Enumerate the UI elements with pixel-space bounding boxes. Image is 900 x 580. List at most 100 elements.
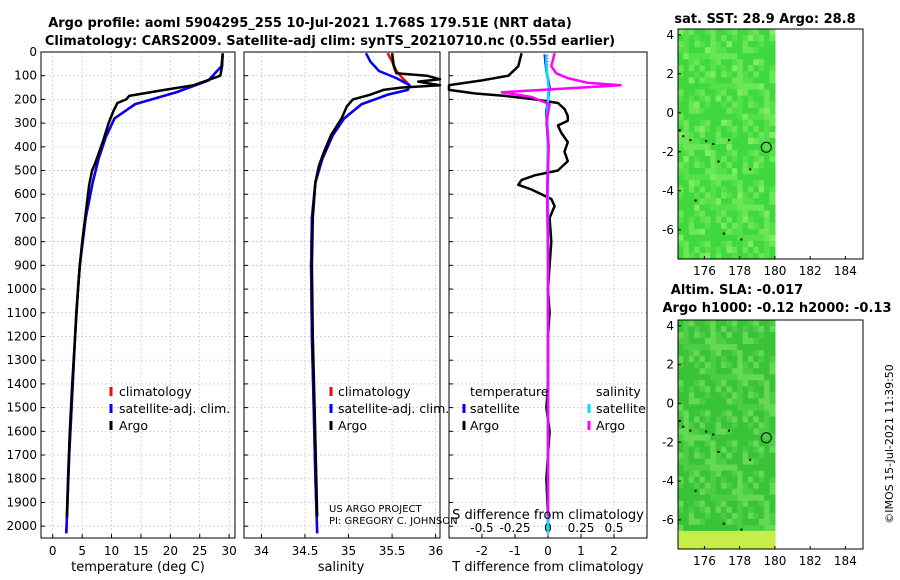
field-cell (715, 240, 722, 248)
field-cell (688, 362, 695, 369)
field-cell (726, 446, 733, 454)
figure-title-line1: Argo profile: aoml 5904295_255 10-Jul-20… (48, 16, 572, 31)
field-cell (694, 512, 701, 520)
field-cell (704, 356, 711, 363)
field-cell (688, 440, 695, 448)
field-cell (758, 410, 765, 418)
field-cell (769, 380, 776, 387)
field-cell (726, 53, 733, 60)
field-cell (683, 210, 690, 218)
field-cell (678, 186, 684, 194)
field-cell (731, 386, 738, 393)
field-cell (753, 29, 760, 36)
field-cell (688, 356, 695, 363)
field-cell (678, 440, 684, 448)
field-cell (688, 204, 695, 212)
field-cell (688, 386, 695, 393)
field-cell (769, 95, 776, 103)
island-dot (682, 135, 685, 138)
field-cell (764, 83, 771, 91)
field-cell (747, 246, 754, 254)
x-tick-label: -2 (476, 544, 488, 558)
field-cell (688, 350, 695, 357)
field-cell (758, 204, 765, 212)
field-cell (731, 35, 738, 42)
field-cell (747, 428, 754, 436)
field-cell (753, 410, 760, 418)
field-cell (715, 156, 722, 163)
field-cell (710, 240, 717, 248)
field-cell (742, 536, 749, 544)
y-tick-label: 200 (14, 92, 37, 106)
field-cell (731, 210, 738, 218)
field-cell (726, 536, 733, 544)
field-cell (737, 41, 744, 48)
y-tick-label: 300 (14, 116, 37, 130)
field-cell (742, 494, 749, 502)
field-cell (678, 398, 684, 405)
field-cell (758, 332, 765, 339)
field-cell (710, 338, 717, 345)
field-cell (710, 210, 717, 218)
field-cell (737, 464, 744, 472)
field-cell (678, 204, 684, 212)
field-cell (726, 71, 733, 79)
field-cell (715, 186, 722, 194)
field-cell (737, 192, 744, 200)
field-cell (710, 536, 717, 544)
field-cell (769, 174, 776, 181)
field-cell (721, 452, 728, 460)
field-cell (704, 113, 711, 121)
field-cell (737, 107, 744, 115)
field-cell (683, 222, 690, 230)
field-cell (688, 174, 695, 181)
field-cell (688, 192, 695, 200)
field-cell (764, 494, 771, 502)
field-cell (769, 101, 776, 109)
y-tick-label: 1300 (6, 353, 37, 367)
field-cell (747, 35, 754, 42)
field-cell (688, 482, 695, 490)
field-cell (753, 380, 760, 387)
field-cell (747, 59, 754, 66)
island-dot (705, 430, 708, 433)
field-cell (747, 392, 754, 399)
field-cell (747, 458, 754, 466)
field-cell (758, 228, 765, 236)
field-cell (731, 53, 738, 60)
field-cell (699, 482, 706, 490)
field-cell (715, 386, 722, 393)
field-cell (742, 83, 749, 91)
field-cell (678, 35, 684, 42)
field-cell (683, 41, 690, 48)
field-cell (721, 174, 728, 181)
field-cell (747, 524, 754, 532)
field-cell (694, 482, 701, 490)
field-cell (721, 476, 728, 484)
field-cell (683, 113, 690, 121)
field-cell (694, 65, 701, 72)
field-cell (694, 156, 701, 163)
field-cell (742, 131, 749, 139)
field-cell (726, 180, 733, 187)
field-cell (715, 416, 722, 424)
y-tick-label: 900 (14, 258, 37, 272)
field-cell (731, 131, 738, 139)
field-cell (715, 344, 722, 351)
field-cell (699, 320, 706, 327)
island-dot (689, 139, 692, 142)
field-cell (694, 476, 701, 484)
field-cell (715, 35, 722, 42)
field-cell (721, 29, 728, 36)
field-cell (758, 156, 765, 163)
field-cell (737, 101, 744, 109)
field-cell (758, 494, 765, 502)
field-cell (764, 125, 771, 133)
field-cell (726, 41, 733, 48)
field-cell (683, 458, 690, 466)
field-cell (694, 29, 701, 36)
field-cell (726, 228, 733, 236)
field-cell (704, 422, 711, 430)
field-cell (683, 404, 690, 411)
field-cell (710, 150, 717, 157)
